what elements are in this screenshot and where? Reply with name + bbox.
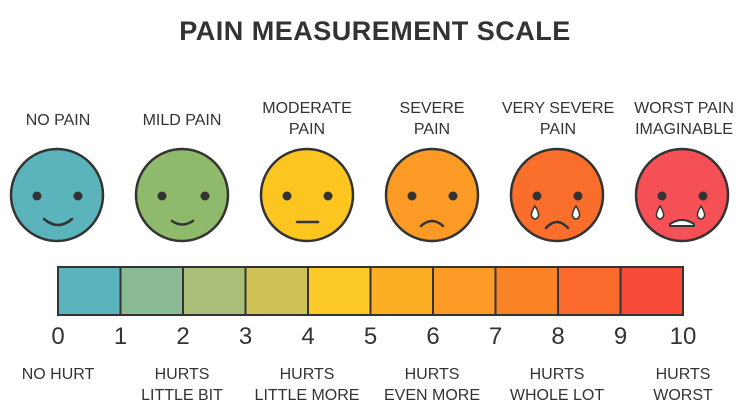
scale-number: 2 (176, 323, 189, 350)
tear-right (696, 204, 706, 220)
scale-segment (557, 266, 622, 316)
scale-number: 6 (426, 323, 439, 350)
slight-smile-face-icon (134, 147, 230, 243)
frown-face-icon (384, 147, 480, 243)
smile-face-icon (9, 147, 105, 243)
grimace-mouth (669, 219, 695, 227)
scale-number: 0 (51, 323, 64, 350)
crying-grimace-face-icon (634, 147, 730, 243)
face-circle (634, 147, 730, 243)
face-circle (259, 147, 355, 243)
level-label-no-pain: NO PAIN (25, 112, 91, 129)
tear-left (655, 204, 665, 220)
tear-right (571, 204, 581, 220)
scale-number: 8 (551, 323, 564, 350)
scale-number: 10 (670, 323, 697, 350)
scale-segment (57, 266, 122, 316)
scale-number: 1 (114, 323, 127, 350)
bottom-label-no-hurt: NO HURT (21, 366, 95, 383)
tear-left (530, 204, 540, 220)
scale-number: 4 (301, 323, 314, 350)
neutral-face-icon (259, 147, 355, 243)
face-circle (384, 147, 480, 243)
bottom-label-hurts-little-more: HURTS LITTLE MORE (254, 366, 360, 404)
faces-row (9, 147, 730, 243)
scale-segment (619, 266, 684, 316)
face-circle (509, 147, 605, 243)
level-label-moderate-pain: MODERATE PAIN (262, 100, 352, 138)
level-label-very-severe-pain: VERY SEVERE PAIN (501, 100, 615, 138)
scale-segment (182, 266, 247, 316)
scale-segment (369, 266, 434, 316)
scale-segment (494, 266, 559, 316)
face-circle (9, 147, 105, 243)
scale-segment (307, 266, 372, 316)
face-circle (134, 147, 230, 243)
bottom-label-hurts-little-bit: HURTS LITTLE BIT (141, 366, 223, 404)
scale-number: 5 (364, 323, 377, 350)
bottom-label-hurts-worst: HURTS WORST (653, 366, 713, 404)
scale-segment (432, 266, 497, 316)
pain-scale-bar: 0 1 2 3 4 5 6 7 8 9 10 (51, 266, 697, 350)
scale-segment (119, 266, 184, 316)
page-title: PAIN MEASUREMENT SCALE (179, 16, 571, 46)
level-label-mild-pain: MILD PAIN (142, 112, 222, 129)
level-label-worst-pain: WORST PAIN IMAGINABLE (634, 100, 734, 138)
scale-segment (244, 266, 309, 316)
bottom-label-hurts-even-more: HURTS EVEN MORE (383, 366, 480, 404)
scale-number: 7 (489, 323, 502, 350)
bottom-label-hurts-whole-lot: HURTS WHOLE LOT (509, 366, 605, 404)
scale-number: 9 (614, 323, 627, 350)
level-label-severe-pain: SEVERE PAIN (399, 100, 465, 138)
crying-face-icon (509, 147, 605, 243)
scale-number: 3 (239, 323, 252, 350)
